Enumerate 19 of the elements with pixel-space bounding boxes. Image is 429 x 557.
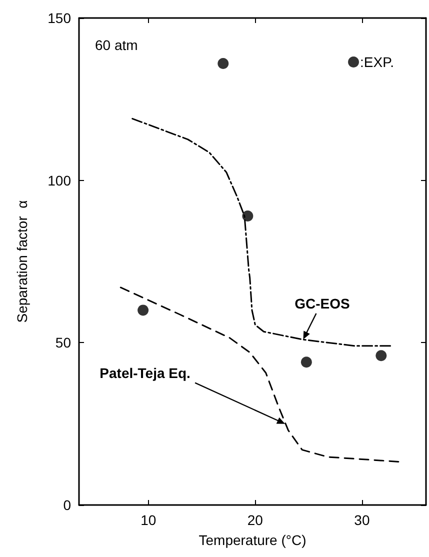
point [218,58,229,69]
legend-label: :EXP. [360,54,394,70]
x-tick-label: 30 [354,512,370,528]
y-axis-title: Separation factor α [14,200,30,323]
annotation: Patel-Teja Eq. [100,364,190,381]
point [300,356,312,368]
x-axis-title: Temperature (°C) [198,532,306,548]
point [376,350,387,362]
x-tick-label: 10 [140,512,156,528]
y-tick-label: 0 [63,497,72,513]
y-tick-label: 50 [55,334,72,351]
annotation: 60 atm [95,37,138,53]
x-tick-label: 20 [247,512,264,528]
point [138,304,149,316]
line-series [132,118,393,347]
point [242,210,254,222]
annotation: GC-EOS [294,295,350,312]
y-tick-label: 100 [48,172,72,188]
y-tick-label: 150 [48,10,72,26]
